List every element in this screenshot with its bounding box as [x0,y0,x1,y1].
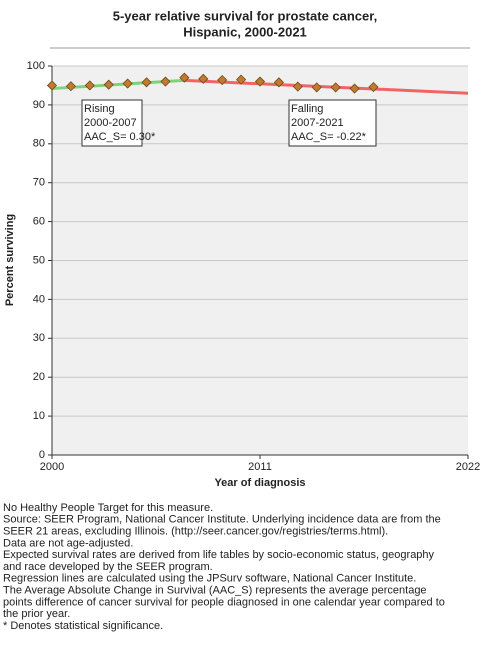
footnote: Expected survival rates are derived from… [3,549,435,561]
x-tick-label: 2000 [40,461,64,473]
y-tick-label: 70 [33,177,45,189]
data-point [311,82,322,93]
data-point [103,79,114,90]
annotation-box [81,99,143,147]
footnote: No Healthy People Target for this measur… [3,502,213,514]
y-tick-label: 90 [33,99,45,111]
annotation-text: AAC_S= -0.22* [291,131,367,143]
annotation-text: 2007-2021 [291,117,344,129]
footnote: Regression lines are calculated using th… [3,573,416,585]
data-point [273,77,284,88]
trend-line [184,78,469,95]
chart-title: 5-year relative survival for prostate ca… [113,8,377,23]
data-point [160,76,171,87]
data-point [65,81,76,92]
y-tick-label: 80 [33,138,45,150]
y-tick-label: 10 [33,410,45,422]
footnote: Source: SEER Program, National Cancer In… [3,514,441,526]
data-point [122,78,133,89]
footnote: The Average Absolute Change in Survival … [3,585,427,597]
y-tick-label: 100 [27,60,45,72]
footnote: and race developed by the SEER program. [3,561,213,573]
chart-title: Hispanic, 2000-2021 [183,24,307,39]
x-tick-label: 2022 [456,461,480,473]
annotation-text: Rising [84,103,115,115]
footnote: SEER 21 areas, excluding Illinois. (http… [3,526,388,538]
y-tick-label: 20 [33,371,45,383]
x-tick-label: 2011 [248,461,272,473]
footnote: points difference of cancer survival for… [3,596,445,608]
data-point [254,76,266,87]
y-tick-label: 0 [39,449,45,461]
data-point [84,80,95,91]
footnote: Data are not age-adjusted. [3,537,133,549]
data-point [368,81,379,93]
y-axis-label: Percent surviving [4,214,16,306]
annotation-text: 2000-2007 [84,117,137,129]
data-point [292,81,303,92]
data-point [198,73,209,84]
data-point [330,82,341,93]
y-tick-label: 30 [33,332,45,344]
y-tick-label: 50 [33,254,45,266]
footnote: * Denotes statistical significance. [3,620,163,632]
annotation-box [288,99,377,147]
annotation-text: Falling [291,103,323,115]
x-axis-label: Year of diagnosis [214,477,305,489]
data-point [217,74,228,86]
data-point [349,83,360,94]
y-tick-label: 40 [33,293,45,305]
data-point [141,77,152,88]
annotation-text: AAC_S= 0.30* [84,131,156,143]
footnote: the prior year. [3,608,70,620]
data-point [236,74,247,85]
y-tick-label: 60 [33,216,45,228]
data-point [179,72,190,83]
data-point [46,80,58,91]
